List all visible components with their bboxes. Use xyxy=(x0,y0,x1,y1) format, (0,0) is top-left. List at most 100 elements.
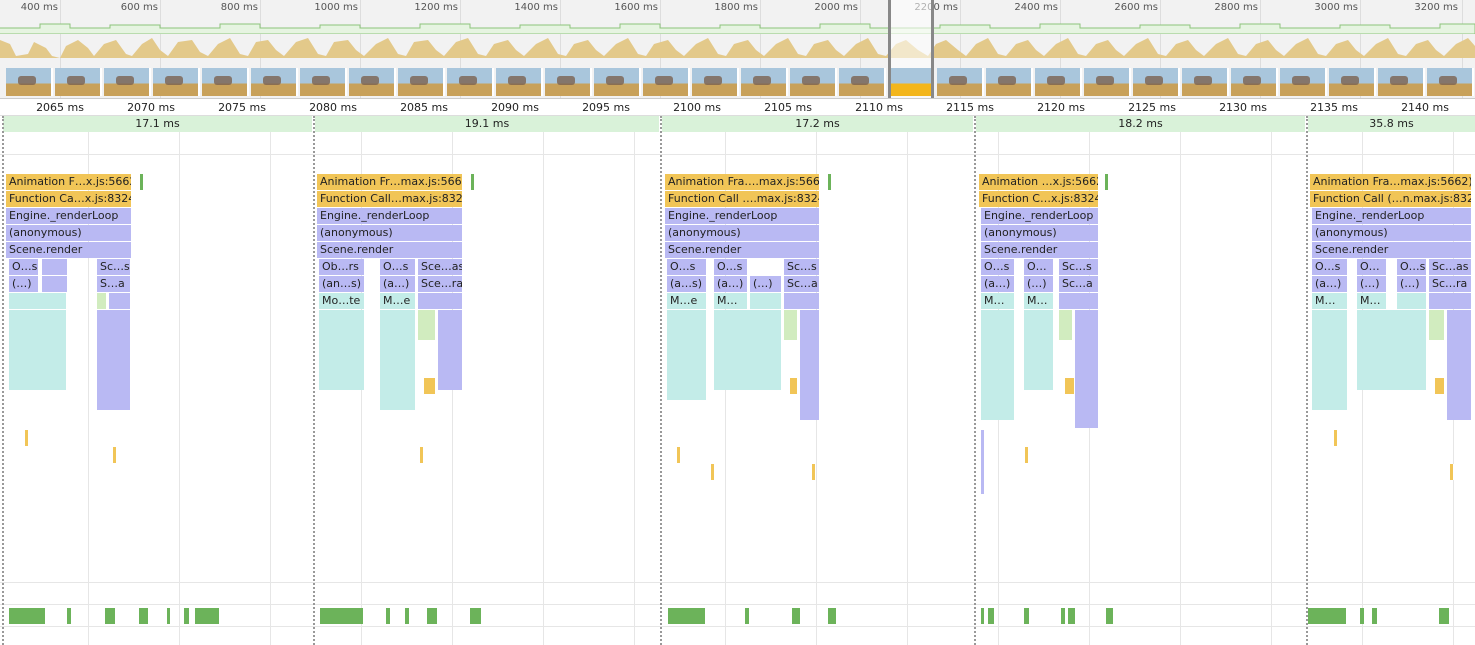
cpu-chart xyxy=(0,38,1475,58)
frame-thumbnail xyxy=(447,68,494,96)
frame-thumbnail xyxy=(741,68,788,96)
ruler-label: 2120 ms xyxy=(1037,101,1085,114)
frame-boundary xyxy=(2,116,4,645)
ruler-label: 2140 ms xyxy=(1401,101,1449,114)
overview-gridline xyxy=(560,0,561,98)
grid-line xyxy=(634,132,635,645)
overview-time-label: 1000 ms xyxy=(314,2,358,13)
frame-thumbnail xyxy=(839,68,886,96)
grid-line xyxy=(543,132,544,645)
frame-thumbnail xyxy=(1378,68,1425,96)
ruler-label: 2075 ms xyxy=(218,101,266,114)
frame-thumbnail xyxy=(790,68,837,96)
frame-thumbnail xyxy=(153,68,200,96)
overview-gridline xyxy=(760,0,761,98)
overview-gridline xyxy=(160,0,161,98)
selection-window[interactable] xyxy=(888,0,934,98)
frame-duration[interactable]: 17.2 ms xyxy=(662,116,973,132)
frame-thumbnail xyxy=(104,68,151,96)
track-divider xyxy=(0,626,1475,627)
frame-thumbnail xyxy=(1280,68,1327,96)
grid-line xyxy=(1089,132,1090,645)
grid-line xyxy=(179,132,180,645)
frame-boundary xyxy=(1306,116,1308,645)
ruler-label: 2110 ms xyxy=(855,101,903,114)
overview-time-label: 1400 ms xyxy=(514,2,558,13)
screenshots-strip xyxy=(0,68,1475,98)
ruler-label: 2085 ms xyxy=(400,101,448,114)
frame-thumbnail xyxy=(643,68,690,96)
overview-time-label: 800 ms xyxy=(220,2,258,13)
overview-time-label: 1200 ms xyxy=(414,2,458,13)
frame-thumbnail xyxy=(545,68,592,96)
frame-thumbnail xyxy=(202,68,249,96)
ruler-label: 2095 ms xyxy=(582,101,630,114)
frame-duration[interactable]: 17.1 ms xyxy=(3,116,312,132)
frame-thumbnail xyxy=(1182,68,1229,96)
overview-gridline xyxy=(1360,0,1361,98)
overview-gridline xyxy=(60,0,61,98)
grid-line xyxy=(907,132,908,645)
frame-thumbnail xyxy=(1084,68,1131,96)
frame-thumbnail xyxy=(349,68,396,96)
ruler-label: 2080 ms xyxy=(309,101,357,114)
frame-thumbnail xyxy=(1133,68,1180,96)
frame-duration[interactable]: 18.2 ms xyxy=(976,116,1305,132)
ruler-label: 2100 ms xyxy=(673,101,721,114)
overview-time-label: 400 ms xyxy=(20,2,58,13)
grid-line xyxy=(1271,132,1272,645)
frame-thumbnail xyxy=(55,68,102,96)
fps-chart xyxy=(0,23,1475,34)
ruler-label: 2125 ms xyxy=(1128,101,1176,114)
track-divider xyxy=(0,154,1475,155)
overview-time-label: 3000 ms xyxy=(1314,2,1358,13)
frame-thumbnail xyxy=(251,68,298,96)
grid-line xyxy=(452,132,453,645)
frame-thumbnail xyxy=(986,68,1033,96)
overview-time-label: 600 ms xyxy=(120,2,158,13)
frame-thumbnail xyxy=(594,68,641,96)
grid-line xyxy=(816,132,817,645)
overview-gridline xyxy=(360,0,361,98)
frame-thumbnail xyxy=(6,68,53,96)
frame-thumbnail xyxy=(1035,68,1082,96)
ruler-label: 2090 ms xyxy=(491,101,539,114)
frame-thumbnail xyxy=(1427,68,1474,96)
grid-line xyxy=(1180,132,1181,645)
overview-time-label: 2000 ms xyxy=(814,2,858,13)
ruler-label: 2070 ms xyxy=(127,101,175,114)
track-divider xyxy=(0,582,1475,583)
flame-chart[interactable] xyxy=(0,116,1475,645)
frame-duration[interactable]: 19.1 ms xyxy=(315,116,659,132)
track-divider xyxy=(0,604,1475,605)
frame-boundary xyxy=(974,116,976,645)
overview-time-label: 2600 ms xyxy=(1114,2,1158,13)
timeline-overview[interactable]: 400 ms 600 ms 800 ms 1000 ms 1200 ms 140… xyxy=(0,0,1475,99)
frame-thumbnail xyxy=(398,68,445,96)
overview-time-label: 1800 ms xyxy=(714,2,758,13)
overview-gridline xyxy=(1160,0,1161,98)
frame-thumbnail xyxy=(1231,68,1278,96)
selected-frame-thumbnail xyxy=(891,68,931,96)
frame-boundary xyxy=(313,116,315,645)
ruler-label: 2115 ms xyxy=(946,101,994,114)
frame-thumbnail xyxy=(692,68,739,96)
grid-line xyxy=(1453,132,1454,645)
frame-duration[interactable]: 35.8 ms xyxy=(1308,116,1475,132)
ruler-label: 2065 ms xyxy=(36,101,84,114)
grid-line xyxy=(725,132,726,645)
frame-thumbnail xyxy=(300,68,347,96)
frame-thumbnail xyxy=(937,68,984,96)
frame-thumbnail xyxy=(1329,68,1376,96)
ruler-label: 2135 ms xyxy=(1310,101,1358,114)
grid-line xyxy=(1362,132,1363,645)
ruler-label: 2130 ms xyxy=(1219,101,1267,114)
overview-time-label: 1600 ms xyxy=(614,2,658,13)
grid-line xyxy=(998,132,999,645)
overview-time-label: 2800 ms xyxy=(1214,2,1258,13)
frame-boundary xyxy=(660,116,662,645)
grid-line xyxy=(270,132,271,645)
time-ruler[interactable]: 2065 ms 2070 ms 2075 ms 2080 ms 2085 ms … xyxy=(0,99,1475,116)
ruler-label: 2105 ms xyxy=(764,101,812,114)
overview-gridline xyxy=(960,0,961,98)
